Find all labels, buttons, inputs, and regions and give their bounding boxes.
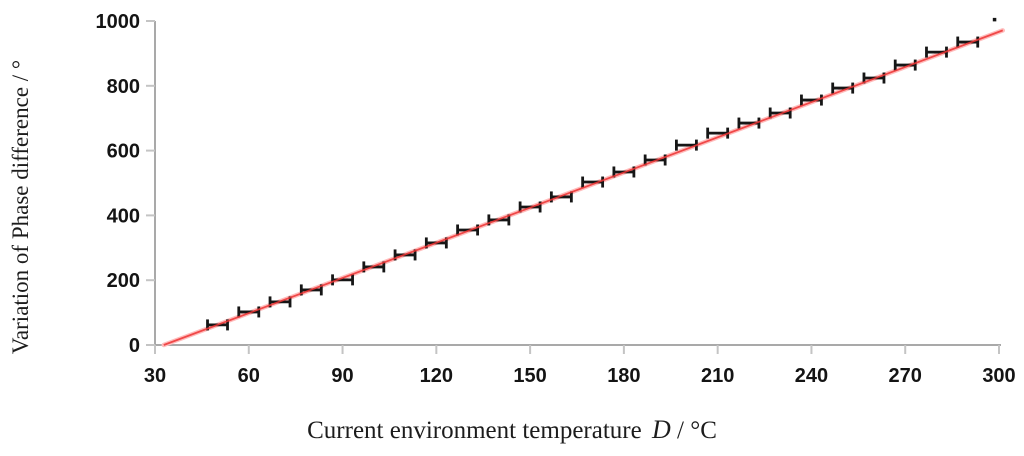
y-tick-label: 1000 [96, 11, 141, 33]
data-point-marker [956, 36, 980, 48]
x-axis-variable-symbol: D [651, 415, 671, 444]
y-axis-title-text: Variation of Phase difference / ° [8, 59, 33, 355]
y-tick-label: 0 [129, 335, 140, 357]
fit-line [163, 29, 1004, 346]
x-axis-title-text: Current environment temperature [307, 417, 642, 444]
y-ticks: 0 200 400 600 800 1000 [96, 11, 155, 357]
x-ticks: 30 60 90 120 150 180 210 240 270 300 [144, 345, 1016, 387]
data-point-marker [456, 224, 479, 236]
y-tick-label: 600 [107, 141, 140, 163]
x-tick-label: 30 [144, 365, 166, 387]
x-tick-label: 150 [513, 365, 546, 387]
axes [154, 21, 1001, 346]
x-tick-label: 240 [795, 365, 828, 387]
stray-dot [992, 17, 997, 22]
x-axis-title: Current environment temperature D / °C [307, 415, 717, 445]
x-tick-label: 60 [238, 365, 260, 387]
x-axis-title-units: / °C [677, 417, 717, 444]
data-point-marker [237, 306, 261, 318]
x-tick-label: 300 [982, 365, 1015, 387]
x-tick-label: 120 [420, 365, 453, 387]
y-tick-label: 200 [107, 270, 140, 292]
x-tick-label: 180 [607, 365, 640, 387]
y-tick-label: 800 [107, 76, 140, 98]
x-tick-label: 90 [331, 365, 353, 387]
x-tick-label: 210 [701, 365, 734, 387]
x-tick-label: 270 [889, 365, 922, 387]
y-tick-label: 400 [107, 205, 140, 227]
